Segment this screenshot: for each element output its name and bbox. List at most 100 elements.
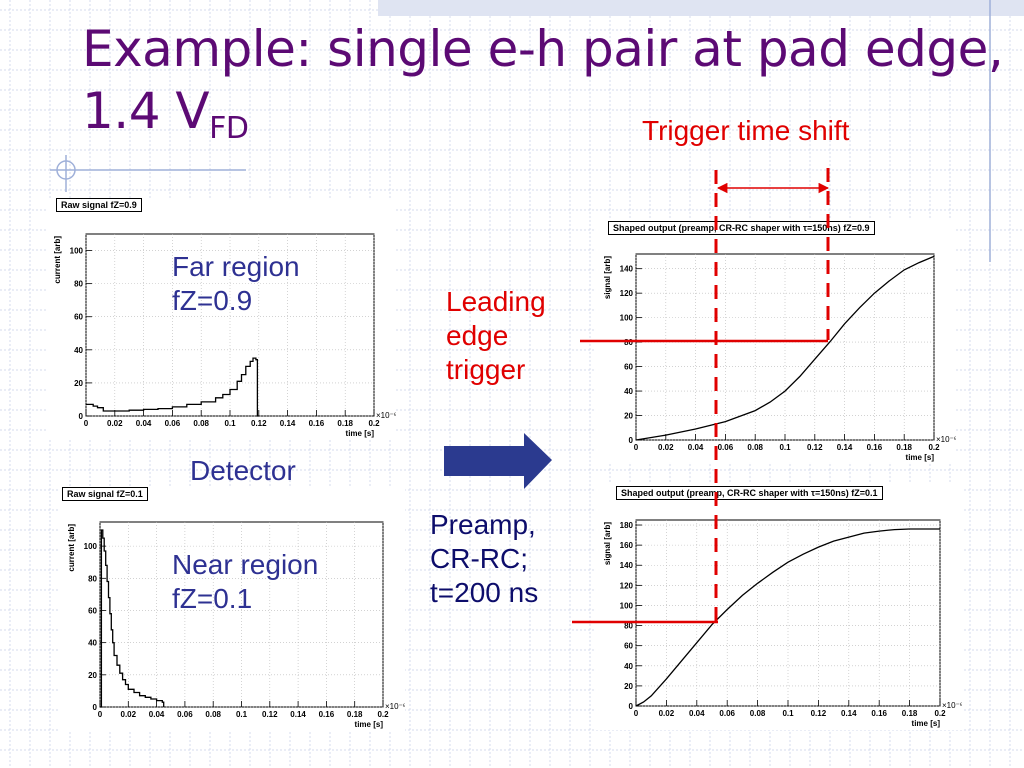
preamp-line-1: Preamp,: [430, 509, 536, 540]
y-tick-label: 120: [620, 289, 634, 298]
x-tick-label: 0.06: [165, 419, 181, 428]
y-tick-label: 60: [88, 606, 97, 615]
x-tick-label: 0.16: [871, 709, 887, 718]
chart-panel-shaped-far: 0 0.02 0.04 0.06 0.08 0.1 0.12 0.14 0.16 0.18 0.2 0…: [596, 218, 957, 464]
x-tick-label: 0.04: [149, 710, 165, 719]
leading-edge-line-1: Leading: [446, 286, 546, 317]
x-tick-label: 0: [98, 710, 103, 719]
x-tick-label: 0.12: [251, 419, 267, 428]
top-band-decoration: [378, 0, 1024, 16]
x-tick-label: 0.1: [782, 709, 794, 718]
far-region-line-2: fZ=0.9: [172, 285, 253, 316]
x-axis-exponent: ×10⁻⁶: [385, 702, 405, 711]
x-tick-label: 0.1: [236, 710, 248, 719]
y-tick-label: 160: [620, 541, 634, 550]
chart-panel-raw-near: 0 0.02 0.04 0.06 0.08 0.1 0.12 0.14 0.16 0.18 0.2 0…: [60, 486, 406, 731]
x-tick-label: 0: [84, 419, 89, 428]
x-tick-label: 0.06: [177, 710, 193, 719]
series-line: [635, 528, 940, 707]
chart-title-shaped-far: Shaped output (preamp, CR-RC shaper with…: [608, 221, 875, 235]
y-tick-label: 40: [624, 662, 633, 671]
leading-edge-line-2: edge: [446, 320, 509, 351]
detector-label: Detector: [190, 455, 296, 486]
y-tick-label: 40: [88, 639, 97, 648]
x-tick-label: 0.12: [807, 443, 823, 452]
y-tick-label: 20: [88, 671, 97, 680]
trigger-time-shift-label: Trigger time shift: [642, 115, 850, 146]
y-tick-label: 80: [88, 574, 97, 583]
x-axis-exponent: ×10⁻⁶: [376, 411, 396, 420]
title-subscript: FD: [209, 111, 249, 146]
x-tick-label: 0.14: [837, 443, 853, 452]
x-axis-label: time [s]: [906, 453, 935, 462]
x-tick-label: 0.1: [224, 419, 236, 428]
x-axis-label: time [s]: [346, 429, 375, 438]
far-region-line-1: Far region: [172, 251, 300, 282]
y-tick-label: 100: [620, 601, 634, 610]
x-tick-label: 0.02: [659, 709, 675, 718]
x-tick-label: 0.02: [107, 419, 123, 428]
y-tick-label: 0: [629, 702, 634, 711]
x-tick-label: 0.1: [779, 443, 791, 452]
preamp-line-2: CR-RC;: [430, 543, 528, 574]
x-axis-exponent: ×10⁻⁶: [942, 701, 962, 710]
x-tick-label: 0.12: [262, 710, 278, 719]
x-tick-label: 0.08: [205, 710, 221, 719]
near-region-label: Near region fZ=0.1: [172, 548, 318, 616]
x-tick-label: 0.2: [377, 710, 389, 719]
title-text: Example: single e-h pair at pad edge, 1.…: [82, 20, 1004, 140]
y-tick-label: 20: [74, 379, 83, 388]
near-region-line-1: Near region: [172, 549, 319, 580]
chart-panel-shaped-near: 0 0.02 0.04 0.06 0.08 0.1 0.12 0.14 0.16 0.18 0.2 0…: [596, 484, 963, 730]
far-region-label: Far region fZ=0.9: [172, 250, 300, 318]
x-tick-label: 0: [634, 709, 639, 718]
x-tick-label: 0.08: [193, 419, 209, 428]
x-tick-label: 0.18: [896, 443, 912, 452]
chart-shaped-near: 0 0.02 0.04 0.06 0.08 0.1 0.12 0.14 0.16 0.18 0.2 0…: [596, 484, 963, 730]
y-tick-label: 100: [620, 314, 634, 323]
chart-title-raw-near: Raw signal fZ=0.1: [62, 487, 148, 501]
series-line: [86, 357, 259, 417]
x-tick-label: 0.16: [867, 443, 883, 452]
y-tick-label: 80: [74, 280, 83, 289]
y-axis-label: signal [arb]: [603, 256, 612, 299]
x-tick-label: 0.04: [689, 709, 705, 718]
x-tick-label: 0.18: [902, 709, 918, 718]
x-axis-label: time [s]: [912, 719, 941, 728]
y-tick-label: 0: [79, 412, 84, 421]
x-tick-label: 0.06: [718, 443, 734, 452]
x-tick-label: 0.2: [928, 443, 940, 452]
y-tick-label: 0: [629, 436, 634, 445]
x-tick-label: 0.02: [658, 443, 674, 452]
x-tick-label: 0.14: [290, 710, 306, 719]
series-line: [100, 529, 165, 708]
slide-title: Example: single e-h pair at pad edge, 1.…: [82, 18, 1024, 160]
y-tick-label: 60: [624, 642, 633, 651]
y-tick-label: 0: [93, 703, 98, 712]
y-axis-label: signal [arb]: [603, 522, 612, 565]
x-tick-label: 0.06: [719, 709, 735, 718]
x-axis-label: time [s]: [355, 720, 384, 729]
preamp-line-3: t=200 ns: [430, 577, 539, 608]
x-tick-label: 0.02: [121, 710, 137, 719]
chart-title-raw-far: Raw signal fZ=0.9: [56, 198, 142, 212]
x-tick-label: 0: [634, 443, 639, 452]
y-tick-label: 40: [624, 387, 633, 396]
y-tick-label: 60: [74, 313, 83, 322]
x-tick-label: 0.2: [368, 419, 380, 428]
x-tick-label: 0.12: [811, 709, 827, 718]
chart-shaped-far: 0 0.02 0.04 0.06 0.08 0.1 0.12 0.14 0.16 0.18 0.2 0…: [596, 218, 957, 464]
x-tick-label: 0.04: [136, 419, 152, 428]
near-region-line-2: fZ=0.1: [172, 583, 253, 614]
y-tick-label: 140: [620, 265, 634, 274]
chart-raw-far: 0 0.02 0.04 0.06 0.08 0.1 0.12 0.14 0.16 0.18 0.2 0…: [46, 198, 397, 440]
x-tick-label: 0.18: [347, 710, 363, 719]
y-axis-label: current [arb]: [67, 524, 76, 572]
y-tick-label: 80: [624, 338, 633, 347]
x-tick-label: 0.2: [934, 709, 946, 718]
y-tick-label: 140: [620, 561, 634, 570]
y-tick-label: 20: [624, 412, 633, 421]
x-tick-label: 0.14: [841, 709, 857, 718]
preamp-label: Preamp, CR-RC; t=200 ns: [430, 508, 538, 610]
x-tick-label: 0.04: [688, 443, 704, 452]
